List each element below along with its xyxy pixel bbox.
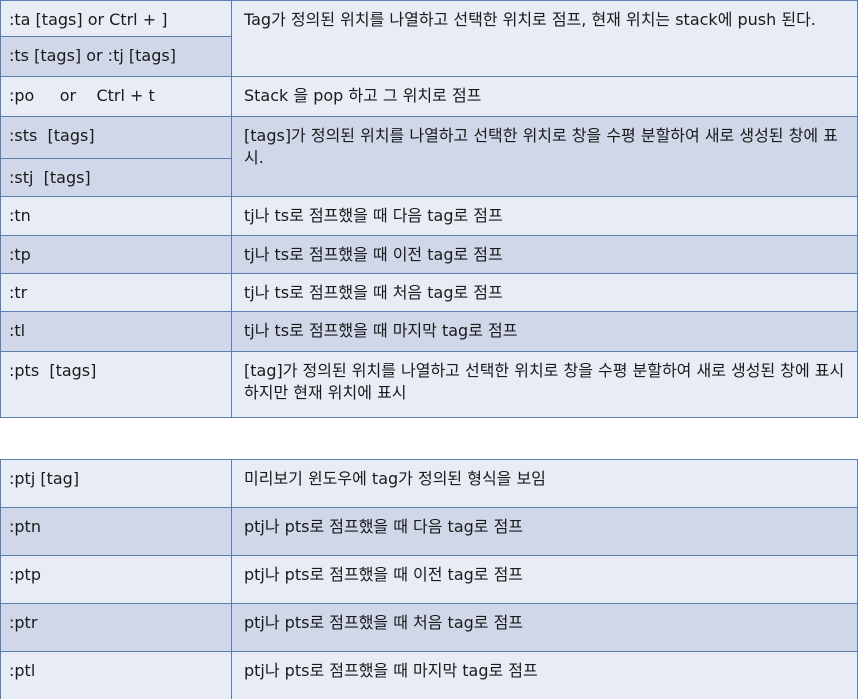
command-cell: :stj [tags] [0, 158, 232, 197]
command-cell: :ptp [0, 555, 232, 604]
command-cell: :pts [tags] [0, 351, 232, 418]
description-cell: Tag가 정의된 위치를 나열하고 선택한 위치로 점프, 현재 위치는 sta… [231, 0, 858, 77]
tag-commands-table: :ta [tags] or Ctrl + ] Tag가 정의된 위치를 나열하고… [0, 0, 858, 418]
description-cell: Stack 을 pop 하고 그 위치로 점프 [231, 76, 858, 117]
command-cell: :ta [tags] or Ctrl + ] [0, 0, 232, 37]
command-cell: :ptj [tag] [0, 459, 232, 508]
command-cell: :tr [0, 273, 232, 312]
description-cell: tj나 ts로 점프했을 때 다음 tag로 점프 [231, 196, 858, 236]
command-cell: :tp [0, 235, 232, 274]
description-cell: tj나 ts로 점프했을 때 처음 tag로 점프 [231, 273, 858, 312]
command-cell: :ts [tags] or :tj [tags] [0, 36, 232, 77]
command-cell: :ptn [0, 507, 232, 556]
description-cell: ptj나 pts로 점프했을 때 처음 tag로 점프 [231, 603, 858, 652]
command-cell: :tl [0, 311, 232, 352]
description-cell: ptj나 pts로 점프했을 때 다음 tag로 점프 [231, 507, 858, 556]
preview-tag-commands-table: :ptj [tag] 미리보기 윈도우에 tag가 정의된 형식을 보임 :pt… [0, 459, 858, 699]
description-cell: tj나 ts로 점프했을 때 이전 tag로 점프 [231, 235, 858, 274]
description-cell: [tags]가 정의된 위치를 나열하고 선택한 위치로 창을 수평 분할하여 … [231, 116, 858, 197]
description-cell: ptj나 pts로 점프했을 때 마지막 tag로 점프 [231, 651, 858, 699]
command-cell: :tn [0, 196, 232, 236]
command-cell: :ptr [0, 603, 232, 652]
description-cell: ptj나 pts로 점프했을 때 이전 tag로 점프 [231, 555, 858, 604]
description-cell: tj나 ts로 점프했을 때 마지막 tag로 점프 [231, 311, 858, 352]
command-cell: :po or Ctrl + t [0, 76, 232, 117]
command-cell: :ptl [0, 651, 232, 699]
command-cell: :sts [tags] [0, 116, 232, 159]
description-cell: [tag]가 정의된 위치를 나열하고 선택한 위치로 창을 수평 분할하여 새… [231, 351, 858, 418]
description-cell: 미리보기 윈도우에 tag가 정의된 형식을 보임 [231, 459, 858, 508]
